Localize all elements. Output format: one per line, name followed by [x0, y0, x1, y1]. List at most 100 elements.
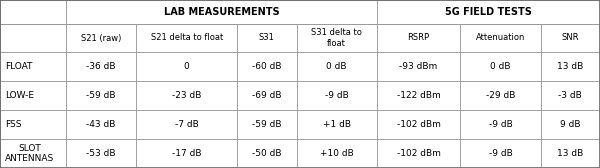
Bar	[377, 0, 600, 24]
Bar	[377, 52, 460, 81]
Bar	[136, 81, 237, 110]
Text: LAB MEASUREMENTS: LAB MEASUREMENTS	[164, 7, 280, 17]
Bar	[460, 52, 541, 81]
Bar	[296, 139, 377, 168]
Bar	[237, 52, 296, 81]
Bar	[377, 24, 460, 52]
Bar	[541, 24, 600, 52]
Bar	[377, 52, 460, 81]
Bar	[66, 81, 136, 110]
Text: 13 dB: 13 dB	[557, 62, 583, 71]
Bar	[0, 24, 66, 52]
Bar	[0, 81, 66, 110]
Bar	[237, 110, 296, 139]
Bar	[377, 0, 600, 24]
Text: 0 dB: 0 dB	[490, 62, 511, 71]
Bar	[0, 81, 66, 110]
Text: -69 dB: -69 dB	[252, 91, 281, 100]
Bar	[237, 110, 296, 139]
Bar	[66, 52, 136, 81]
Bar	[541, 81, 600, 110]
Bar	[460, 139, 541, 168]
Text: -36 dB: -36 dB	[86, 62, 116, 71]
Bar	[0, 110, 66, 139]
Text: -60 dB: -60 dB	[252, 62, 281, 71]
Bar	[296, 81, 377, 110]
Text: Attenuation: Attenuation	[476, 33, 525, 43]
Text: -9 dB: -9 dB	[325, 91, 349, 100]
Bar	[377, 110, 460, 139]
Bar	[0, 110, 66, 139]
Bar	[460, 24, 541, 52]
Bar	[377, 24, 460, 52]
Text: -59 dB: -59 dB	[86, 91, 116, 100]
Bar	[460, 52, 541, 81]
Bar	[136, 139, 237, 168]
Bar	[136, 139, 237, 168]
Text: +1 dB: +1 dB	[323, 120, 350, 129]
Bar	[66, 24, 136, 52]
Bar	[541, 24, 600, 52]
Bar	[237, 81, 296, 110]
Bar	[66, 52, 136, 81]
Text: -122 dBm: -122 dBm	[397, 91, 440, 100]
Bar	[377, 110, 460, 139]
Text: -93 dBm: -93 dBm	[400, 62, 438, 71]
Text: S21 delta to float: S21 delta to float	[151, 33, 223, 43]
Bar	[66, 0, 377, 24]
Text: -9 dB: -9 dB	[489, 149, 512, 158]
Bar	[296, 24, 377, 52]
Text: -9 dB: -9 dB	[489, 120, 512, 129]
Bar	[136, 52, 237, 81]
Bar	[296, 139, 377, 168]
Text: RSRP: RSRP	[407, 33, 430, 43]
Bar	[460, 24, 541, 52]
Bar	[541, 110, 600, 139]
Bar	[237, 24, 296, 52]
Bar	[66, 110, 136, 139]
Bar	[541, 81, 600, 110]
Bar	[237, 24, 296, 52]
Text: -3 dB: -3 dB	[559, 91, 582, 100]
Bar	[136, 81, 237, 110]
Bar	[136, 24, 237, 52]
Bar	[541, 52, 600, 81]
Text: SNR: SNR	[562, 33, 579, 43]
Text: -59 dB: -59 dB	[252, 120, 281, 129]
Bar	[296, 52, 377, 81]
Bar	[237, 139, 296, 168]
Text: S31: S31	[259, 33, 275, 43]
Bar	[66, 24, 136, 52]
Bar	[136, 110, 237, 139]
Bar	[296, 52, 377, 81]
Bar	[0, 52, 66, 81]
Text: -17 dB: -17 dB	[172, 149, 202, 158]
Bar	[377, 81, 460, 110]
Bar	[66, 81, 136, 110]
Text: 13 dB: 13 dB	[557, 149, 583, 158]
Bar	[460, 81, 541, 110]
Text: 9 dB: 9 dB	[560, 120, 581, 129]
Text: -53 dB: -53 dB	[86, 149, 116, 158]
Text: +10 dB: +10 dB	[320, 149, 353, 158]
Bar	[0, 139, 66, 168]
Bar	[0, 139, 66, 168]
Bar	[377, 81, 460, 110]
Bar	[0, 24, 66, 52]
Text: -23 dB: -23 dB	[172, 91, 202, 100]
Text: FSS: FSS	[5, 120, 22, 129]
Bar	[237, 139, 296, 168]
Bar	[541, 139, 600, 168]
Bar	[541, 52, 600, 81]
Bar	[296, 81, 377, 110]
Text: 5G FIELD TESTS: 5G FIELD TESTS	[445, 7, 532, 17]
Text: -7 dB: -7 dB	[175, 120, 199, 129]
Bar	[66, 0, 377, 24]
Bar	[0, 0, 66, 24]
Bar	[66, 110, 136, 139]
Bar	[136, 24, 237, 52]
Text: -102 dBm: -102 dBm	[397, 120, 440, 129]
Bar	[296, 110, 377, 139]
Bar	[541, 139, 600, 168]
Bar	[377, 139, 460, 168]
